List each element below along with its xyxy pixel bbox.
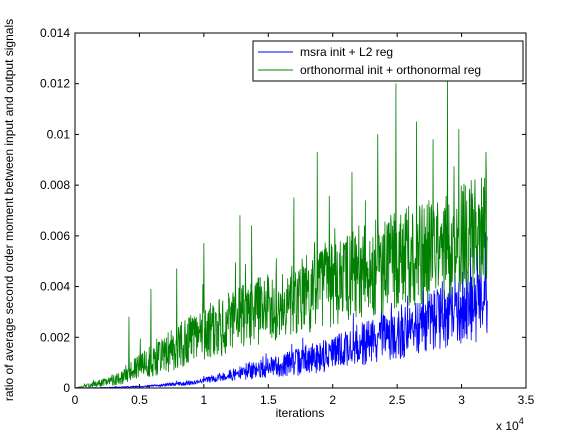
x-tick-label: 2 — [329, 393, 336, 407]
y-tick-label: 0 — [63, 381, 70, 395]
y-tick-label: 0.006 — [40, 229, 70, 243]
x-axis-label: iterations — [276, 406, 325, 420]
x-tick-label: 2.5 — [389, 393, 406, 407]
legend-label-orthonormal: orthonormal init + orthonormal reg — [300, 63, 481, 77]
x-axis-multiplier: x 104 — [496, 416, 524, 433]
y-tick-label: 0.002 — [40, 330, 70, 344]
legend-label-msra: msra init + L2 reg — [300, 45, 393, 59]
series-layer — [74, 78, 488, 389]
legend: msra init + L2 reg orthonormal init + or… — [252, 40, 524, 82]
ticks-layer: 0 0.5 1 1.5 2 2.5 3 3.5 0 0.002 0.004 0.006 0.008 0.0… — [40, 26, 535, 407]
x-axis-multiplier-base: x 10 — [496, 419, 519, 433]
y-axis-label: ratio of average second order moment bet… — [2, 19, 16, 401]
x-tick-label: 0.5 — [131, 393, 148, 407]
x-tick-label: 0 — [72, 393, 79, 407]
x-tick-label: 1.5 — [260, 393, 277, 407]
x-tick-label: 1 — [201, 393, 208, 407]
series-line-msra — [74, 232, 488, 389]
x-tick-label: 3 — [458, 393, 465, 407]
y-tick-label: 0.004 — [40, 280, 70, 294]
y-tick-label: 0.008 — [40, 178, 70, 192]
y-tick-label: 0.01 — [47, 127, 71, 141]
y-tick-label: 0.014 — [40, 26, 70, 40]
x-tick-label: 3.5 — [518, 393, 535, 407]
legend-box — [252, 40, 524, 82]
series-line-orthonormal — [74, 78, 488, 389]
x-axis-multiplier-exponent: 4 — [519, 416, 524, 426]
y-tick-label: 0.012 — [40, 77, 70, 91]
plot-frame — [74, 32, 527, 389]
